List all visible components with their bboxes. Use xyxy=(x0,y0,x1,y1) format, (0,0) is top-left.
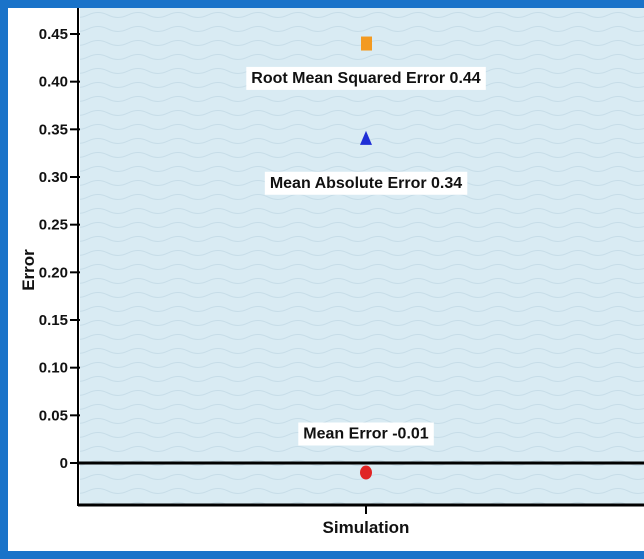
plot-area-texture xyxy=(80,8,644,505)
y-axis-title: Error xyxy=(19,249,38,291)
y-tick-label-9: 0 xyxy=(60,455,68,472)
y-tick-label-8: 0.05 xyxy=(39,407,68,424)
y-tick-label-7: 0.10 xyxy=(39,360,68,377)
y-tick-label-0: 0.45 xyxy=(39,26,68,43)
annotation-me-text: Mean Error -0.01 xyxy=(303,425,428,442)
annotation-me: Mean Error -0.01 xyxy=(298,422,434,446)
annotation-mae-box xyxy=(264,171,468,195)
annotation-mae-text: Mean Absolute Error 0.34 xyxy=(270,175,462,192)
annotations: Root Mean Squared Error 0.44 Mean Absolut… xyxy=(246,66,486,446)
annotation-rmse-text: Root Mean Squared Error 0.44 xyxy=(251,70,480,87)
annotation-rmse-box xyxy=(246,66,486,90)
y-tick-label-1: 0.40 xyxy=(39,74,68,91)
y-tick-label-6: 0.15 xyxy=(39,312,68,329)
y-tick-label-4: 0.25 xyxy=(39,217,68,234)
y-axis: 0.45 0.40 0.35 0.30 0.25 0.20 0.15 0.10 0.05 0 xyxy=(39,26,80,472)
marker-mean-absolute-error xyxy=(360,130,372,145)
y-tick-label-5: 0.20 xyxy=(39,264,68,281)
annotation-mae: Mean Absolute Error 0.34 xyxy=(264,171,468,195)
y-tick-label-2: 0.35 xyxy=(39,121,68,138)
marker-root-mean-squared-error xyxy=(361,36,372,51)
x-category-label: Simulation xyxy=(323,518,410,537)
markers xyxy=(360,36,372,480)
annotation-rmse: Root Mean Squared Error 0.44 xyxy=(246,66,486,90)
error-chart: 0.45 0.40 0.35 0.30 0.25 0.20 0.15 0.10 0.05 0 Si… xyxy=(19,8,644,537)
marker-mean-error xyxy=(360,465,372,480)
annotation-me-box xyxy=(298,422,434,446)
y-tick-label-3: 0.30 xyxy=(39,169,68,186)
